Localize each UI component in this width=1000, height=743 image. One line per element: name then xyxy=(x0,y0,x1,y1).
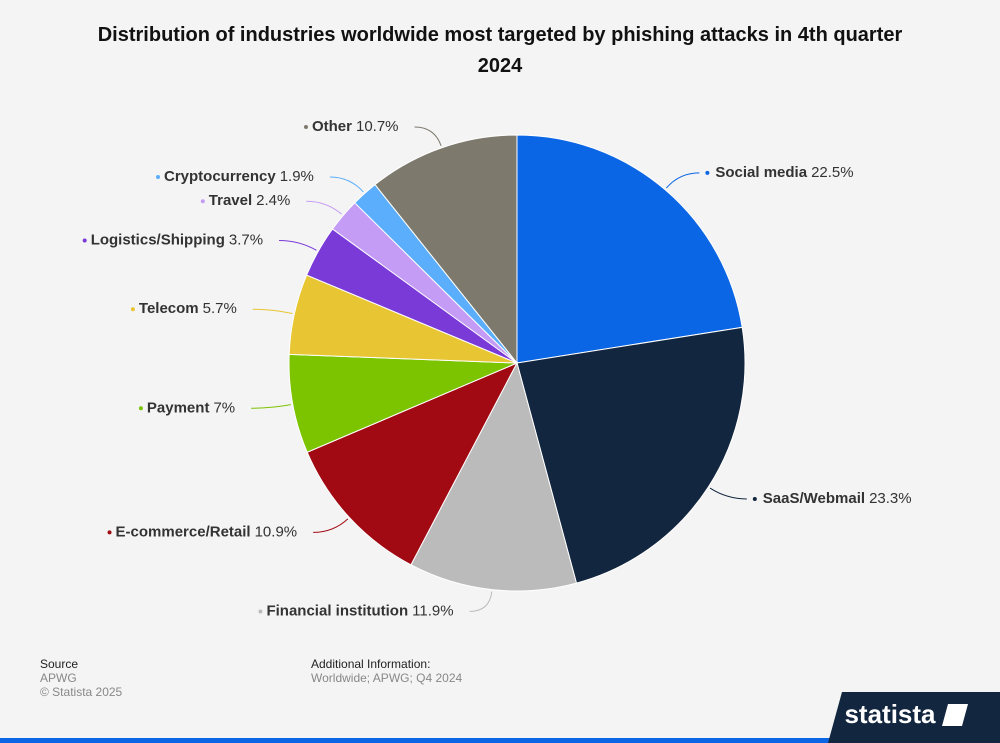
label-bullet xyxy=(258,609,263,614)
leader-line xyxy=(665,172,700,189)
label-bullet xyxy=(752,496,757,501)
brand-icon xyxy=(942,704,968,726)
source: APWG xyxy=(40,671,77,685)
slice-value: 7% xyxy=(213,399,235,416)
label-bullet xyxy=(82,238,87,243)
leader-line xyxy=(252,308,293,315)
label-bullet xyxy=(200,199,205,204)
slice-name: E-commerce/Retail xyxy=(116,523,251,540)
slice-value: 3.7% xyxy=(229,231,263,248)
label-bullet xyxy=(705,170,710,175)
slice-value: 10.9% xyxy=(255,523,298,540)
slice-name: Telecom xyxy=(139,300,199,317)
slice-name: Other xyxy=(312,118,352,135)
bottom-stripe xyxy=(0,738,1000,743)
pie-slice xyxy=(306,361,519,566)
slice-value: 10.7% xyxy=(356,118,399,135)
brand: statista xyxy=(844,699,936,729)
slice-name: Travel xyxy=(209,192,252,209)
slice-name: Logistics/Shipping xyxy=(91,231,225,248)
pie-slice xyxy=(516,134,743,364)
info-label: Additional Information: xyxy=(311,657,431,671)
label-bullet xyxy=(303,124,308,129)
slice-label: Other 10.7% xyxy=(312,118,399,135)
leader-line xyxy=(279,240,317,251)
label-bullet xyxy=(156,175,161,180)
leader-line xyxy=(313,518,349,533)
slice-label: Payment 7% xyxy=(147,399,235,416)
pie-slice xyxy=(410,361,578,592)
source-block: Source APWG © Statista 2025 xyxy=(40,657,122,699)
label-bullet xyxy=(130,307,135,312)
slice-value: 23.3% xyxy=(869,490,912,507)
leader-line xyxy=(469,591,493,612)
slice-label: Social media 22.5% xyxy=(715,164,853,181)
slice-name: Payment xyxy=(147,399,210,416)
pie-slice xyxy=(516,326,746,584)
slice-label: Logistics/Shipping 3.7% xyxy=(91,231,263,248)
slice-name: Social media xyxy=(715,164,807,181)
slice-name: SaaS/Webmail xyxy=(763,490,865,507)
slice-value: 1.9% xyxy=(280,168,314,185)
leader-line xyxy=(329,176,364,193)
slice-label: Travel 2.4% xyxy=(209,192,291,209)
label-bullet xyxy=(138,406,143,411)
copyright: © Statista 2025 xyxy=(40,685,123,699)
leader-line xyxy=(709,487,747,500)
slice-value: 5.7% xyxy=(203,300,237,317)
slice-value: 22.5% xyxy=(811,164,854,181)
slice-label: Cryptocurrency 1.9% xyxy=(164,168,314,185)
info-block: Additional Information: Worldwide; APWG;… xyxy=(311,657,462,685)
pie-slice xyxy=(374,134,518,365)
slice-label: Financial institution 11.9% xyxy=(266,602,453,619)
slice-label: SaaS/Webmail 23.3% xyxy=(763,490,912,507)
slice-label: E-commerce/Retail 10.9% xyxy=(116,523,298,540)
slice-name: Financial institution xyxy=(266,602,408,619)
leader-line xyxy=(414,126,442,147)
label-bullet xyxy=(107,530,112,535)
source-label: Source xyxy=(40,657,79,671)
chart-title: Distribution of industries worldwide mos… xyxy=(97,24,903,77)
slice-value: 11.9% xyxy=(412,602,453,619)
info: Worldwide; APWG; Q4 2024 xyxy=(311,671,463,685)
slice-label: Telecom 5.7% xyxy=(139,300,237,317)
leader-line xyxy=(306,200,342,215)
slice-value: 2.4% xyxy=(256,192,290,209)
slice-name: Cryptocurrency xyxy=(164,168,276,185)
leader-line xyxy=(251,404,291,409)
